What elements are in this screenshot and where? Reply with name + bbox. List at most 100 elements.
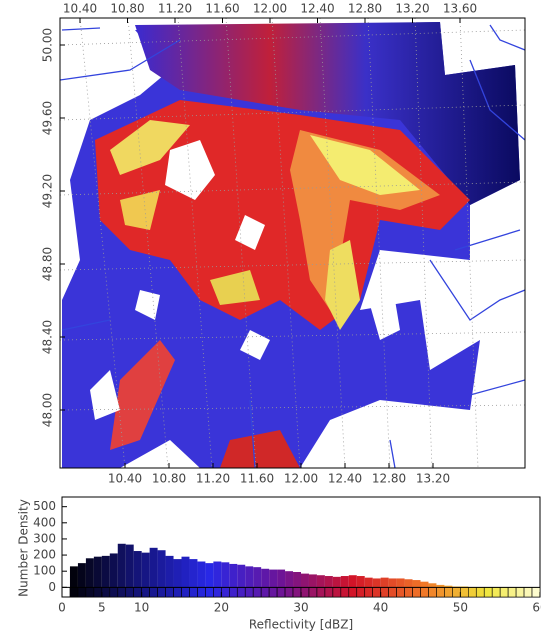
lat-label: 48.00 <box>41 393 55 427</box>
bottom-lon-label: 12.00 <box>284 472 318 486</box>
bar <box>421 582 429 588</box>
bottom-lon-label: 13.20 <box>416 472 450 486</box>
color-scale-cell <box>428 587 436 597</box>
bar <box>205 563 213 587</box>
bottom-lon-label: 12.80 <box>372 472 406 486</box>
bar <box>78 563 86 587</box>
top-lon-label: 13.20 <box>395 2 429 16</box>
x-tick-label: 40 <box>373 601 388 615</box>
color-scale-cell <box>365 587 373 597</box>
color-scale-cell <box>508 587 516 597</box>
bar <box>174 559 182 587</box>
bar <box>389 578 397 587</box>
color-scale-cell <box>452 587 460 597</box>
color-scale-cell <box>516 587 524 597</box>
bar <box>166 556 174 587</box>
bar <box>126 545 134 588</box>
color-scale-cell <box>70 587 78 597</box>
color-scale-cell <box>213 587 221 597</box>
bar <box>269 570 277 588</box>
top-lon-label: 10.80 <box>110 2 144 16</box>
color-scale-cell <box>349 587 357 597</box>
bar <box>293 572 301 587</box>
color-scale-cell <box>421 587 429 597</box>
color-scale-cell <box>221 587 229 597</box>
color-scale-cell <box>468 587 476 597</box>
bar <box>86 558 94 587</box>
bar <box>134 551 142 587</box>
bar <box>261 569 269 588</box>
color-scale-cell <box>532 587 540 597</box>
color-scale-cell <box>309 587 317 597</box>
color-scale-cell <box>405 587 413 597</box>
y-tick-label: 500 <box>33 499 56 513</box>
bar <box>182 557 190 588</box>
bar <box>94 557 102 588</box>
color-scale-cell <box>261 587 269 597</box>
top-lon-label: 12.00 <box>253 2 287 16</box>
color-scale-cell <box>166 587 174 597</box>
color-scale-cell <box>373 587 381 597</box>
y-axis-label: Number Density <box>17 499 31 597</box>
color-scale-cell <box>357 587 365 597</box>
color-scale-cell <box>197 587 205 597</box>
color-scale-cell <box>413 587 421 597</box>
bar <box>301 574 309 588</box>
y-tick-label: 400 <box>33 515 56 529</box>
bar <box>397 578 405 587</box>
color-scale-cell <box>492 587 500 597</box>
top-lon-label: 12.80 <box>348 2 382 16</box>
y-tick-label: 200 <box>33 548 56 562</box>
histogram: Number Density Reflectivity [dBZ] 010020… <box>17 497 541 632</box>
radar-map <box>60 18 525 468</box>
color-scale-cell <box>94 587 102 597</box>
x-tick-label: 10 <box>134 601 149 615</box>
color-scale-cell <box>150 587 158 597</box>
bar <box>405 579 413 587</box>
bar <box>150 548 158 588</box>
lat-label: 50.00 <box>41 28 55 62</box>
bar <box>317 575 325 587</box>
lat-label: 49.20 <box>41 174 55 208</box>
color-scale-cell <box>325 587 333 597</box>
bar <box>357 576 365 587</box>
x-tick-label: 20 <box>214 601 229 615</box>
bottom-lon-label: 10.40 <box>108 472 142 486</box>
x-tick-label: 50 <box>453 601 468 615</box>
bar <box>221 562 229 587</box>
color-scale-cell <box>245 587 253 597</box>
color-scale-cell <box>182 587 190 597</box>
color-scale-cell <box>293 587 301 597</box>
bar <box>428 583 436 587</box>
color-scale-cell <box>102 587 110 597</box>
color-scale-cell <box>301 587 309 597</box>
bottom-lon-label: 11.20 <box>196 472 230 486</box>
bar <box>102 556 110 587</box>
bar <box>245 566 253 587</box>
color-scale-cell <box>158 587 166 597</box>
color-scale-cell <box>436 587 444 597</box>
x-tick-label: 60 <box>532 601 541 615</box>
color-scale-cell <box>269 587 277 597</box>
color-scale-cell <box>333 587 341 597</box>
color-scale-cell <box>277 587 285 597</box>
bar <box>237 565 245 588</box>
color-scale-cell <box>460 587 468 597</box>
color-scale-cell <box>476 587 484 597</box>
top-lon-label: 12.40 <box>300 2 334 16</box>
bottom-lon-label: 12.40 <box>328 472 362 486</box>
top-lon-label: 13.60 <box>443 2 477 16</box>
top-lon-label: 10.40 <box>63 2 97 16</box>
bar <box>253 567 261 587</box>
color-scale-cell <box>341 587 349 597</box>
bar <box>229 564 237 587</box>
bar <box>189 559 197 587</box>
bar <box>381 578 389 588</box>
y-tick-label: 100 <box>33 564 56 578</box>
bar <box>277 570 285 588</box>
bar <box>70 566 78 587</box>
color-scale-cell <box>174 587 182 597</box>
bar <box>373 578 381 587</box>
x-tick-label: 5 <box>98 601 106 615</box>
bar <box>309 574 317 587</box>
